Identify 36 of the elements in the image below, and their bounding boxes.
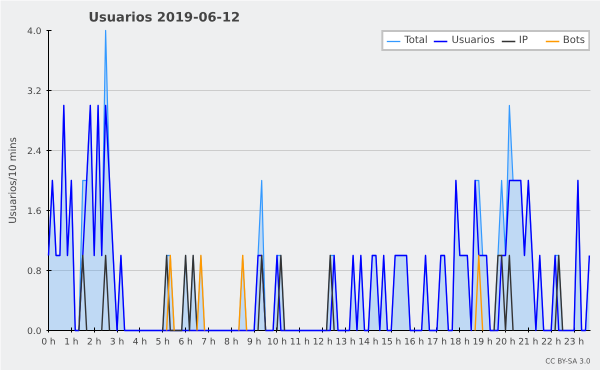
x-tick-label: 8 h bbox=[224, 338, 238, 348]
x-tick-label: 4 h bbox=[132, 338, 148, 348]
y-tick-label: 2.4 bbox=[27, 147, 42, 157]
x-tick-label: 12 h bbox=[312, 338, 333, 348]
x-tick-label: 18 h bbox=[450, 338, 470, 348]
x-tick-label: 22 h bbox=[541, 338, 562, 348]
y-tick-label: 3.2 bbox=[27, 87, 42, 97]
legend-label: Bots bbox=[562, 35, 585, 46]
x-tick-label: 10 h bbox=[266, 338, 288, 348]
x-tick-label: 0 h bbox=[41, 338, 56, 348]
legend-label: Usuarios bbox=[452, 35, 495, 46]
x-tick-label: 19 h bbox=[472, 338, 493, 348]
x-tick-label: 6 h bbox=[178, 338, 193, 348]
x-tick-label: 11 h bbox=[290, 338, 310, 348]
x-tick-label: 17 h bbox=[426, 338, 447, 348]
legend-label: IP bbox=[518, 35, 529, 46]
chart-title: Usuarios 2019-06-12 bbox=[88, 10, 240, 26]
y-tick-label: 0.0 bbox=[27, 327, 42, 337]
y-axis-title: Usuarios/10 mins bbox=[8, 137, 20, 224]
legend-label: Total bbox=[404, 35, 428, 46]
y-tick-label: 4.0 bbox=[27, 27, 42, 37]
x-tick-label: 20 h bbox=[495, 338, 516, 348]
x-tick-label: 21 h bbox=[518, 338, 538, 348]
x-tick-label: 16 h bbox=[404, 338, 424, 348]
y-tick-label: 1.6 bbox=[27, 207, 42, 217]
x-tick-label: 3 h bbox=[110, 338, 124, 348]
x-tick-label: 15 h bbox=[381, 338, 402, 348]
y-tick-label: 0.8 bbox=[27, 267, 42, 277]
x-tick-label: 14 h bbox=[358, 338, 378, 348]
x-tick-label: 9 h bbox=[247, 338, 262, 348]
x-tick-label: 2 h bbox=[87, 338, 102, 348]
x-tick-label: 23 h bbox=[564, 338, 584, 348]
x-tick-label: 7 h bbox=[201, 338, 216, 348]
x-tick-label: 1 h bbox=[64, 338, 78, 348]
x-tick-label: 13 h bbox=[336, 338, 356, 348]
x-tick-label: 5 h bbox=[156, 338, 170, 348]
